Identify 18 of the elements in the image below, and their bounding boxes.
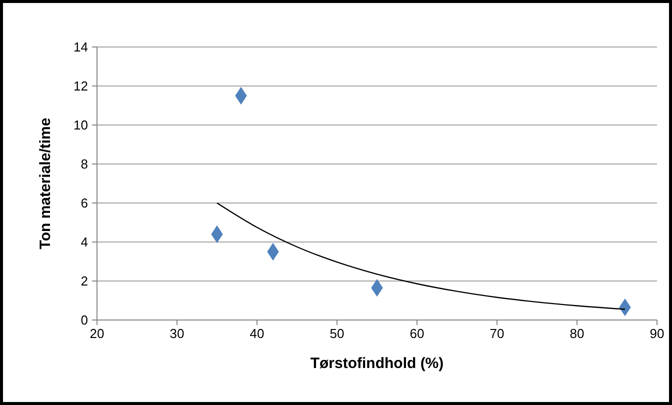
x-axis-title: Tørstofindhold (%)	[310, 355, 444, 372]
y-tick-label: 8	[80, 156, 88, 172]
y-axis-title: Ton materiale/time	[37, 118, 54, 250]
y-tick-label: 2	[80, 274, 88, 288]
x-tick-label: 60	[410, 326, 424, 341]
y-tick-label: 4	[80, 234, 88, 250]
x-tick-label: 70	[490, 326, 504, 341]
y-tick-label: 0	[80, 312, 88, 328]
x-tick-label: 90	[650, 326, 664, 341]
y-tick-label: 14	[74, 40, 88, 54]
x-tick-label: 40	[250, 326, 264, 341]
x-tick-label: 30	[170, 326, 184, 341]
x-tick-label: 50	[330, 326, 344, 341]
x-tick-label: 80	[570, 326, 584, 341]
y-tick-label: 10	[74, 118, 88, 132]
x-tick-label: 20	[90, 326, 104, 341]
y-tick-label: 6	[80, 196, 88, 210]
y-tick-label: 12	[74, 78, 88, 94]
